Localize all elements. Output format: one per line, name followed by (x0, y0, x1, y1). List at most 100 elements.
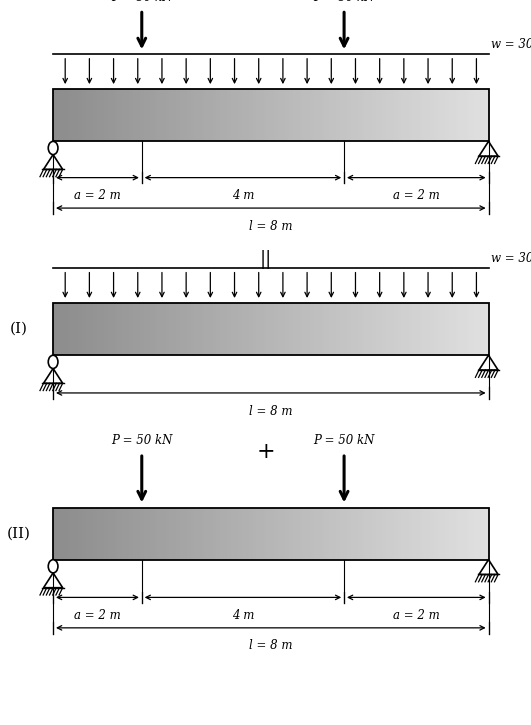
Bar (409, 507, 413, 560)
Bar (412, 89, 416, 141)
Bar (144, 303, 148, 355)
Bar (122, 507, 126, 560)
Bar (459, 507, 464, 560)
Bar (111, 303, 115, 355)
Bar (431, 303, 434, 355)
Bar (478, 303, 482, 355)
Bar (449, 89, 453, 141)
Bar (64, 89, 68, 141)
Bar (173, 507, 177, 560)
Bar (235, 507, 239, 560)
Bar (445, 89, 449, 141)
Bar (75, 303, 79, 355)
Bar (293, 507, 297, 560)
Bar (474, 303, 478, 355)
Bar (205, 507, 210, 560)
Bar (53, 303, 57, 355)
Bar (205, 303, 210, 355)
Bar (485, 303, 489, 355)
Bar (256, 507, 261, 560)
Bar (275, 507, 279, 560)
Bar (271, 303, 275, 355)
Bar (485, 89, 489, 141)
Bar (191, 303, 195, 355)
Bar (115, 507, 119, 560)
Bar (434, 507, 438, 560)
Bar (481, 89, 485, 141)
Bar (365, 89, 370, 141)
Bar (267, 89, 271, 141)
Bar (97, 303, 101, 355)
Bar (416, 303, 420, 355)
Bar (136, 303, 141, 355)
Bar (202, 89, 206, 141)
Bar (409, 303, 413, 355)
Bar (394, 303, 398, 355)
Bar (148, 507, 152, 560)
Bar (158, 303, 162, 355)
Bar (93, 303, 97, 355)
Bar (481, 303, 485, 355)
Bar (427, 303, 431, 355)
Bar (242, 303, 246, 355)
Bar (478, 507, 482, 560)
Bar (481, 507, 485, 560)
Bar (325, 303, 329, 355)
Bar (176, 507, 181, 560)
Bar (350, 303, 355, 355)
Bar (53, 507, 57, 560)
Bar (358, 507, 362, 560)
Bar (311, 507, 315, 560)
Bar (401, 507, 406, 560)
Bar (416, 89, 420, 141)
Bar (198, 507, 202, 560)
Bar (136, 89, 141, 141)
Text: +: + (256, 442, 275, 463)
Bar (329, 89, 333, 141)
Bar (86, 507, 90, 560)
Bar (86, 89, 90, 141)
Bar (100, 303, 105, 355)
Circle shape (48, 355, 58, 368)
Bar (100, 89, 105, 141)
Bar (89, 303, 93, 355)
Bar (195, 89, 199, 141)
Bar (249, 89, 253, 141)
Bar (238, 303, 242, 355)
Bar (136, 507, 141, 560)
Bar (166, 89, 170, 141)
Bar (64, 303, 68, 355)
Bar (104, 507, 108, 560)
Bar (289, 89, 293, 141)
Bar (463, 507, 467, 560)
Text: a = 2 m: a = 2 m (74, 189, 121, 202)
Bar (202, 303, 206, 355)
Bar (169, 89, 173, 141)
Bar (412, 303, 416, 355)
Bar (303, 507, 307, 560)
Bar (322, 89, 326, 141)
Bar (118, 89, 123, 141)
Bar (89, 89, 93, 141)
Bar (187, 507, 192, 560)
Bar (398, 507, 402, 560)
Bar (394, 507, 398, 560)
Bar (209, 303, 213, 355)
Bar (438, 89, 442, 141)
Bar (224, 303, 228, 355)
Bar (133, 89, 137, 141)
Bar (271, 507, 275, 560)
Bar (314, 89, 319, 141)
Bar (362, 89, 366, 141)
Bar (383, 89, 388, 141)
Bar (419, 507, 424, 560)
Bar (231, 303, 235, 355)
Text: ||: || (259, 250, 272, 269)
Bar (293, 303, 297, 355)
Bar (86, 303, 90, 355)
Bar (390, 89, 395, 141)
Text: 4 m: 4 m (232, 189, 254, 202)
Bar (53, 89, 57, 141)
Bar (383, 507, 388, 560)
Bar (151, 89, 155, 141)
